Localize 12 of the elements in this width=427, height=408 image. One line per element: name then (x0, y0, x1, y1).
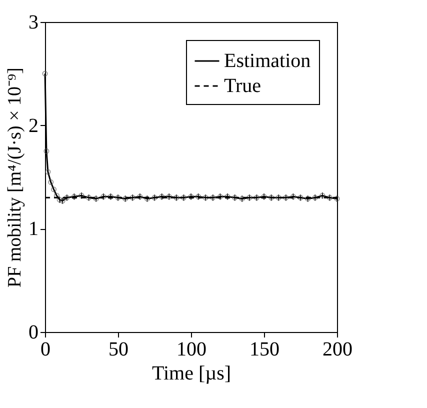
y-tick-label: 1 (28, 218, 38, 240)
x-tick-label: 200 (322, 338, 352, 360)
x-axis-title: Time [µs] (152, 362, 232, 384)
x-tick-label: 100 (176, 338, 206, 360)
y-axis-title: PF mobility [m⁴/(J·s) × 10⁻⁹] (4, 68, 26, 288)
y-tick-label: 2 (28, 114, 38, 137)
y-tick-label: 0 (28, 322, 38, 344)
legend-label: True (224, 75, 262, 97)
legend-label: Estimation (224, 50, 311, 72)
x-tick-label: 50 (108, 338, 128, 360)
y-tick-label: 3 (28, 12, 38, 34)
x-tick-label: 150 (250, 338, 280, 360)
